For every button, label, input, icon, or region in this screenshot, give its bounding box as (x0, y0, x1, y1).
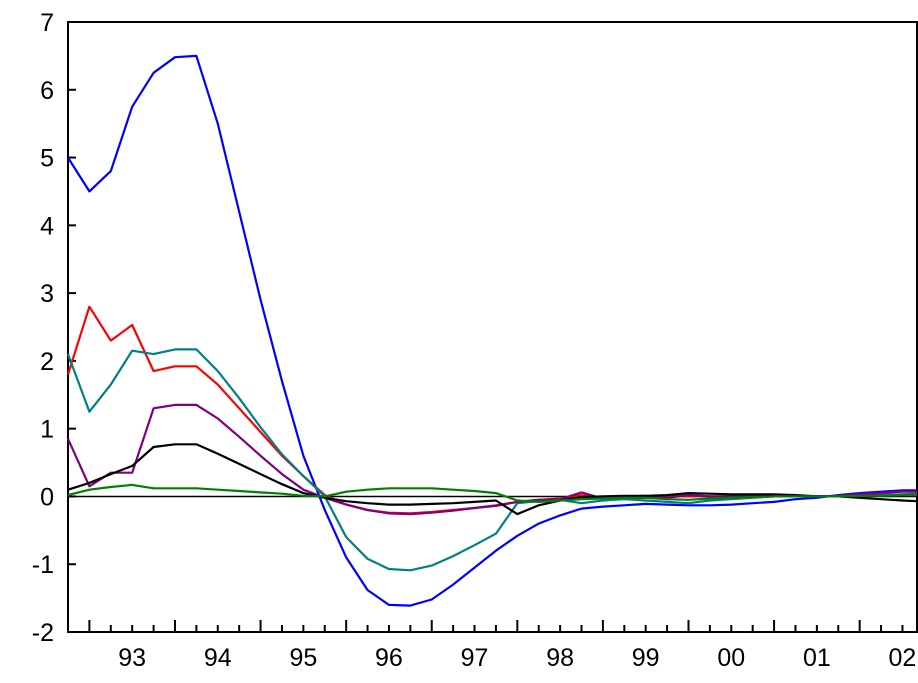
series-line-4 (66, 403, 917, 516)
plot-border (67, 21, 918, 633)
y-tick-label: 1 (40, 416, 54, 444)
x-tick-label: 01 (803, 644, 831, 672)
series-line-5 (67, 443, 918, 516)
y-tick-label: 3 (40, 280, 54, 308)
x-tick-label: 94 (204, 644, 232, 672)
y-tick-label: 5 (40, 145, 54, 173)
x-tick-label: 00 (717, 644, 745, 672)
series-line-3 (66, 348, 917, 572)
y-tick-label: 0 (40, 483, 54, 511)
x-tick-label: 02 (889, 644, 917, 672)
series-line-6 (67, 483, 917, 503)
y-tick-label: 7 (40, 9, 54, 37)
x-tick-label: 98 (546, 644, 574, 672)
plot-frame (67, 21, 918, 633)
x-tick-label: 95 (289, 644, 317, 672)
y-tick-label: -2 (32, 619, 54, 647)
y-tick-label: -1 (32, 551, 54, 579)
series-lines (66, 54, 918, 607)
y-tick-label: 6 (40, 77, 54, 105)
x-tick-label: 99 (632, 644, 660, 672)
series-line-1 (67, 54, 917, 607)
x-tick-label: 96 (375, 644, 403, 672)
series-line-2 (66, 305, 918, 515)
y-tick-label: 2 (40, 348, 54, 376)
x-tick-label: 93 (118, 644, 146, 672)
y-tick-label: 4 (40, 212, 54, 240)
x-tick-label: 97 (461, 644, 489, 672)
